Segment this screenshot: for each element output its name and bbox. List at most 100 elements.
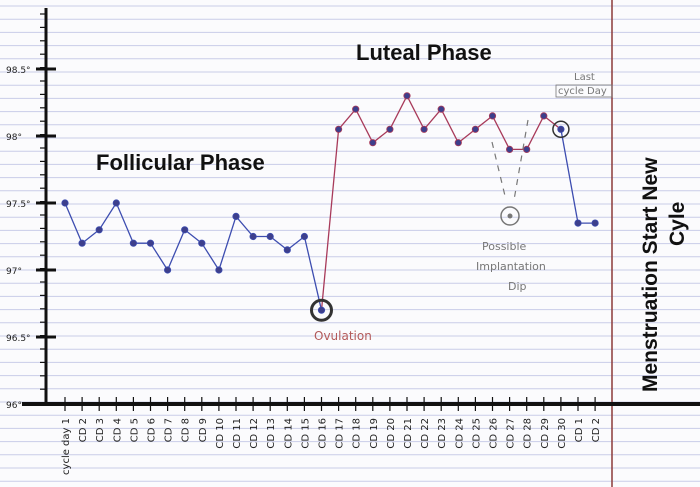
series-segment bbox=[560, 129, 579, 224]
y-tick-label: 96.5° bbox=[6, 334, 31, 344]
x-tick-label: CD 13 bbox=[266, 418, 277, 449]
series-segment bbox=[184, 229, 203, 244]
series-segment bbox=[115, 202, 134, 244]
x-tick-label: CD 9 bbox=[198, 418, 209, 442]
menstruation-label-2: Cyle bbox=[666, 202, 689, 246]
implantation-dash-right bbox=[513, 119, 529, 201]
data-point bbox=[488, 112, 497, 120]
follicular-phase-label: Follicular Phase bbox=[96, 150, 265, 175]
x-tick-label: CD 3 bbox=[95, 418, 106, 442]
data-point bbox=[591, 219, 599, 227]
series-points bbox=[61, 92, 599, 314]
ovulation-ring bbox=[310, 298, 333, 322]
x-tick-label: CD 28 bbox=[523, 418, 534, 449]
series-segment bbox=[201, 242, 220, 271]
x-tick-label: CD 30 bbox=[557, 418, 568, 449]
data-point bbox=[215, 266, 223, 274]
x-tick-label: CD 14 bbox=[283, 418, 294, 449]
series-segment bbox=[389, 95, 408, 130]
series-segment bbox=[269, 235, 288, 251]
series-segment bbox=[167, 229, 186, 271]
data-point bbox=[129, 239, 137, 247]
series-lines bbox=[64, 95, 596, 311]
series-segment bbox=[457, 128, 476, 144]
y-tick-label: 98.5° bbox=[6, 66, 31, 76]
data-point bbox=[146, 239, 155, 247]
x-tick-label: CD 15 bbox=[300, 418, 311, 449]
data-point bbox=[317, 306, 326, 314]
last-cycle-day-label-1: Last bbox=[574, 72, 595, 83]
implantation-dash-left bbox=[491, 141, 507, 201]
data-point bbox=[232, 212, 240, 220]
data-point bbox=[523, 145, 531, 153]
data-point bbox=[454, 139, 462, 147]
data-point bbox=[420, 125, 428, 133]
data-point bbox=[95, 226, 103, 234]
series-segment bbox=[440, 108, 459, 143]
data-point bbox=[557, 125, 565, 133]
implantation-label-1: Possible bbox=[482, 240, 527, 253]
x-tick-group: cycle day 1 CD 2 CD 3 CD 4 CD 5 CD 6 CD 7 CD 8 C… bbox=[61, 397, 602, 475]
data-point bbox=[164, 266, 172, 274]
series-segment bbox=[474, 115, 493, 130]
series-segment bbox=[526, 115, 545, 150]
data-point bbox=[437, 105, 445, 113]
data-point bbox=[369, 139, 377, 147]
data-point bbox=[471, 125, 479, 133]
data-point bbox=[505, 145, 514, 153]
x-tick-label: CD 26 bbox=[489, 418, 500, 449]
series-segment bbox=[81, 229, 100, 244]
series-segment bbox=[406, 95, 425, 130]
x-tick-label: CD 21 bbox=[403, 418, 414, 449]
x-tick-label: CD 8 bbox=[181, 418, 192, 442]
last-cycle-day-ring bbox=[552, 120, 570, 139]
x-tick-label: CD 18 bbox=[352, 418, 363, 449]
data-point bbox=[61, 199, 69, 207]
last-cycle-day-box bbox=[555, 84, 613, 98]
last-cycle-day-label-2: cycle Day bbox=[558, 86, 607, 97]
ruled-lines bbox=[0, 5, 700, 482]
data-point bbox=[300, 232, 308, 241]
series-segment bbox=[149, 242, 169, 271]
series-segment bbox=[423, 108, 442, 130]
series-segment bbox=[338, 108, 357, 130]
x-tick-label: CD 27 bbox=[506, 418, 517, 449]
data-point bbox=[249, 232, 257, 241]
y-tick-label: 97° bbox=[6, 267, 22, 277]
x-tick-label: cycle day 1 bbox=[61, 418, 72, 475]
implantation-dot bbox=[507, 213, 513, 219]
x-tick-label: CD 19 bbox=[369, 418, 380, 449]
data-point bbox=[403, 92, 411, 100]
data-point bbox=[78, 239, 86, 247]
data-point bbox=[540, 112, 548, 120]
x-tick-label: CD 22 bbox=[420, 418, 431, 449]
data-point bbox=[334, 125, 343, 133]
series-segment bbox=[320, 129, 340, 311]
data-point bbox=[112, 199, 120, 207]
x-tick-label: CD 23 bbox=[437, 418, 448, 449]
data-point bbox=[386, 125, 394, 133]
x-tick-label: CD 1 bbox=[574, 418, 585, 442]
x-tick-label: CD 2 bbox=[78, 418, 89, 442]
series-segment bbox=[543, 115, 562, 130]
x-tick-label: CD 25 bbox=[471, 418, 482, 449]
luteal-phase-label: Luteal Phase bbox=[356, 40, 492, 65]
series-segment bbox=[355, 108, 374, 143]
data-point bbox=[283, 246, 291, 254]
ovulation-label: Ovulation bbox=[314, 329, 372, 343]
data-point bbox=[352, 105, 360, 113]
x-tick-label: CD 6 bbox=[147, 418, 158, 442]
series-segment bbox=[372, 128, 391, 144]
series-segment bbox=[286, 235, 305, 251]
x-tick-label: CD 20 bbox=[386, 418, 397, 449]
x-tick-label: CD 29 bbox=[540, 418, 551, 449]
y-tick-label: 98° bbox=[6, 133, 22, 143]
y-tick-group: 96° 96.5° 97° 97.5° 98° 98.5° bbox=[6, 13, 56, 411]
x-tick-label: CD 5 bbox=[129, 418, 140, 442]
data-point bbox=[198, 239, 206, 247]
axes bbox=[22, 8, 700, 406]
x-tick-label: CD 24 bbox=[454, 418, 465, 449]
x-tick-label: CD 7 bbox=[164, 418, 175, 442]
x-tick-label: CD 2 bbox=[591, 418, 602, 442]
